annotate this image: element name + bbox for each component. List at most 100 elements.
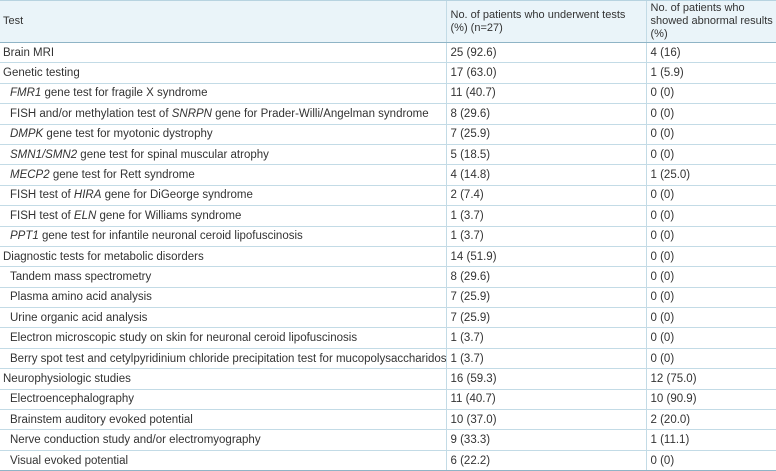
table-row: MECP2 gene test for Rett syndrome 4 (14.8… [0,164,776,186]
abnormal-cell: 12 (75.0) [645,368,776,390]
test-name-cell: Neurophysiologic studies [0,368,446,390]
gene-name: ELN [73,209,97,222]
table-row: Neurophysiologic studies 16 (59.3) 12 (75.… [0,368,776,390]
test-name-cell: PPT1 gene test for infantile neuronal ce… [0,226,446,247]
abnormal-cell: 0 (0) [645,348,776,370]
test-name-text: gene test for spinal muscular atrophy [77,148,269,161]
test-name-text: Visual evoked potential [10,454,129,467]
underwent-cell: 10 (37.0) [445,409,646,431]
test-name-cell: MECP2 gene test for Rett syndrome [0,164,446,186]
test-name-text: Diagnostic tests for metabolic disorders [3,250,204,263]
test-name-text: Brainstem auditory evoked potential [10,413,193,426]
table-row: FISH test of ELN gene for Williams syndr… [0,205,776,227]
table-row: SMN1/SMN2 gene test for spinal muscular … [0,144,776,166]
test-name-text: Electron microscopic study on skin for n… [10,332,358,345]
table-row: Berry spot test and cetylpyridinium chlo… [0,348,776,370]
test-name-text: Tandem mass spectrometry [10,270,152,283]
gene-name: FMR1 [10,87,42,100]
table-row: Diagnostic tests for metabolic disorders… [0,246,776,268]
test-name-text: Brain MRI [3,46,55,59]
test-name-text: gene test for infantile neuronal ceroid … [38,230,303,243]
table-row: Genetic testing 17 (63.0) 1 (5.9) [0,62,776,84]
test-name-text: Urine organic acid analysis [10,311,148,324]
underwent-cell: 11 (40.7) [445,389,646,411]
table-row: Brain MRI 25 (92.6) 4 (16) [0,42,776,64]
test-name-text: gene test for fragile X syndrome [41,87,208,100]
abnormal-cell: 0 (0) [645,205,776,227]
abnormal-cell: 0 (0) [645,450,776,471]
test-name-cell: Tandem mass spectrometry [0,266,446,288]
test-name-cell: Brain MRI [0,42,446,64]
table-row: Tandem mass spectrometry 8 (29.6) 0 (0) [0,266,776,288]
abnormal-cell: 1 (11.1) [645,429,776,451]
underwent-cell: 14 (51.9) [445,246,646,268]
gene-name: HIRA [73,189,102,202]
test-name-text: gene for Williams syndrome [96,209,242,222]
abnormal-cell: 0 (0) [645,327,776,349]
abnormal-cell: 10 (90.9) [645,389,776,411]
table-row: PPT1 gene test for infantile neuronal ce… [0,226,776,247]
abnormal-cell: 0 (0) [645,144,776,166]
table-row: FISH test of HIRA gene for DiGeorge synd… [0,185,776,207]
test-name-cell: Visual evoked potential [0,450,446,471]
test-name-text: FISH test of [10,189,74,202]
test-name-cell: DMPK gene test for myotonic dystrophy [0,124,446,145]
header-underwent: No. of patients who underwent tests (%) … [445,0,646,43]
abnormal-cell: 0 (0) [645,266,776,288]
table-body: Brain MRI 25 (92.6) 4 (16) Genetic testing 1… [0,42,776,471]
table-row: Electron microscopic study on skin for n… [0,327,776,349]
table-row: Nerve conduction study and/or electromyo… [0,429,776,451]
abnormal-cell: 4 (16) [645,42,776,64]
table-row: Electroencephalography 11 (40.7) 10 (90.9) [0,389,776,411]
table-row: Brainstem auditory evoked potential 10 (3… [0,409,776,431]
table-row: FMR1 gene test for fragile X syndrome 11 … [0,83,776,105]
underwent-cell: 1 (3.7) [445,226,646,247]
underwent-cell: 5 (18.5) [445,144,646,166]
test-name-text: FISH and/or methylation test of [10,107,172,120]
test-name-text: gene for DiGeorge syndrome [101,189,253,202]
test-name-text: Nerve conduction study and/or electromyo… [10,434,261,447]
test-name-cell: Berry spot test and cetylpyridinium chlo… [0,348,446,370]
test-name-text: Neurophysiologic studies [3,372,131,385]
table-row: Urine organic acid analysis 7 (25.9) 0 (0) [0,307,776,329]
underwent-cell: 2 (7.4) [445,185,646,207]
test-name-cell: Plasma amino acid analysis [0,287,446,309]
test-name-text: Plasma amino acid analysis [10,291,152,304]
table-row: Plasma amino acid analysis 7 (25.9) 0 (0) [0,287,776,309]
abnormal-cell: 1 (25.0) [645,164,776,186]
table-header: Test No. of patients who underwent tests… [0,0,776,43]
test-name-text: FISH test of [10,209,74,222]
gene-name: DMPK [10,128,44,141]
gene-name: MECP2 [10,169,50,182]
test-name-text: gene for Prader-Willi/Angelman syndrome [211,107,429,120]
test-name-text: Genetic testing [3,67,80,80]
abnormal-cell: 0 (0) [645,226,776,247]
header-test: Test [0,0,446,43]
underwent-cell: 16 (59.3) [445,368,646,390]
underwent-cell: 8 (29.6) [445,103,646,125]
table-row: DMPK gene test for myotonic dystrophy 7 (… [0,124,776,145]
test-name-cell: FMR1 gene test for fragile X syndrome [0,83,446,105]
test-name-text: Berry spot test and cetylpyridinium chlo… [10,352,446,365]
test-name-cell: FISH test of HIRA gene for DiGeorge synd… [0,185,446,207]
test-name-cell: Genetic testing [0,62,446,84]
underwent-cell: 7 (25.9) [445,124,646,145]
underwent-cell: 1 (3.7) [445,327,646,349]
abnormal-cell: 0 (0) [645,185,776,207]
header-abnormal: No. of patients who showed abnormal resu… [645,0,776,43]
underwent-cell: 4 (14.8) [445,164,646,186]
abnormal-cell: 0 (0) [645,83,776,105]
underwent-cell: 7 (25.9) [445,307,646,329]
underwent-cell: 11 (40.7) [445,83,646,105]
underwent-cell: 6 (22.2) [445,450,646,471]
test-name-cell: Electron microscopic study on skin for n… [0,327,446,349]
underwent-cell: 1 (3.7) [445,205,646,227]
test-name-cell: FISH and/or methylation test of SNRPN ge… [0,103,446,125]
underwent-cell: 9 (33.3) [445,429,646,451]
test-name-text: gene test for Rett syndrome [49,169,195,182]
test-name-cell: SMN1/SMN2 gene test for spinal muscular … [0,144,446,166]
abnormal-cell: 2 (20.0) [645,409,776,431]
underwent-cell: 8 (29.6) [445,266,646,288]
abnormal-cell: 0 (0) [645,307,776,329]
